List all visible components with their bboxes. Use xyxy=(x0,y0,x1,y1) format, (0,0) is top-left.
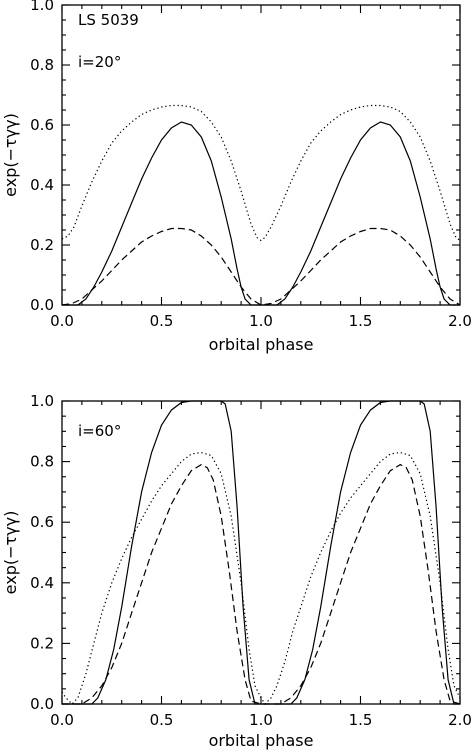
x-tick-label: 1.5 xyxy=(349,312,373,330)
plot-frame xyxy=(61,400,461,705)
y-tick-label: 0.8 xyxy=(30,453,54,471)
x-tick-label: 0.0 xyxy=(50,711,74,729)
y-tick-label: 0.0 xyxy=(30,296,54,314)
y-tick-label: 0.6 xyxy=(30,116,54,134)
annotation: i=60° xyxy=(78,422,121,440)
y-axis-title: exp(−τγγ) xyxy=(1,113,20,197)
annotation: LS 5039 xyxy=(78,11,139,29)
x-tick-label: 2.0 xyxy=(448,312,472,330)
plot-frame xyxy=(61,4,461,306)
series-dashed-line xyxy=(61,227,461,306)
y-tick-label: 0.4 xyxy=(30,574,54,592)
series-dashed-line xyxy=(62,463,461,705)
x-tick-label: 1.5 xyxy=(349,711,373,729)
x-tick-label: 1.0 xyxy=(249,711,273,729)
y-tick-label: 0.8 xyxy=(30,56,54,74)
y-tick-label: 1.0 xyxy=(30,392,54,410)
x-tick-label: 0.0 xyxy=(50,312,74,330)
panel-top: 0.0 0.5 1.0 1.5 2.0 0.0 0.2 0.4 0.6 0.8 1.0 orbital… xyxy=(1,0,472,354)
series-solid-line xyxy=(62,400,460,705)
y-tick-label: 0.6 xyxy=(30,513,54,531)
y-tick-label: 0.2 xyxy=(30,634,54,652)
y-tick-label: 0.4 xyxy=(30,176,54,194)
series-dotted-line xyxy=(61,104,461,242)
series-dotted-line xyxy=(61,451,461,705)
series-solid-line xyxy=(62,121,460,306)
y-tick-label: 1.0 xyxy=(30,0,54,14)
x-tick-label: 0.5 xyxy=(150,312,174,330)
y-axis-title: exp(−τγγ) xyxy=(1,511,20,595)
x-axis-title: orbital phase xyxy=(209,731,314,750)
panel-bottom: 0.0 0.5 1.0 1.5 2.0 0.0 0.2 0.4 0.6 0.8 1.0 orbital… xyxy=(1,392,472,750)
x-tick-label: 0.5 xyxy=(150,711,174,729)
y-tick-label: 0.0 xyxy=(30,695,54,713)
x-tick-label: 2.0 xyxy=(448,711,472,729)
x-axis-title: orbital phase xyxy=(209,335,314,354)
annotation: i=20° xyxy=(78,53,121,71)
x-tick-label: 1.0 xyxy=(249,312,273,330)
y-tick-label: 0.2 xyxy=(30,236,54,254)
